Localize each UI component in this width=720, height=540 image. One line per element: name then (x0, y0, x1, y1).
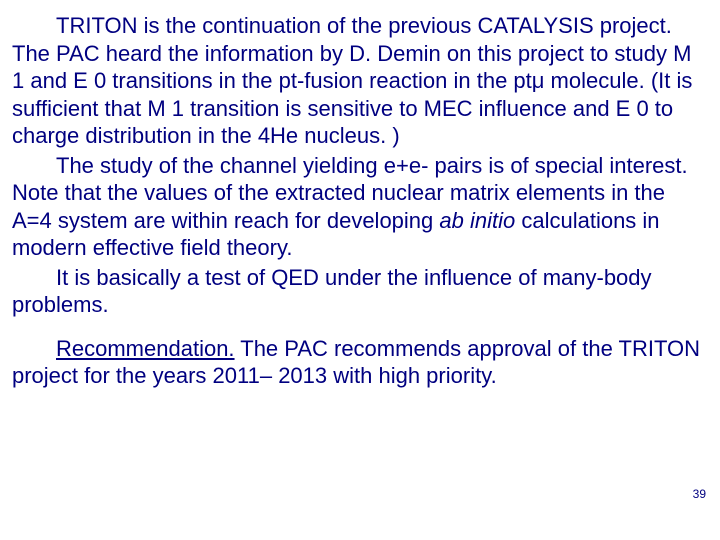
p3-text: It is basically a test of QED under the … (12, 265, 652, 318)
paragraph-3: It is basically a test of QED under the … (12, 264, 702, 319)
p4-underline: Recommendation. (56, 336, 235, 361)
page-number: 39 (693, 487, 706, 502)
p1-text: TRITON is the continuation of the previo… (12, 13, 692, 148)
paragraph-1: TRITON is the continuation of the previo… (12, 12, 702, 150)
document-page: TRITON is the continuation of the previo… (0, 0, 720, 540)
p2-italic: ab initio (439, 208, 515, 233)
paragraph-2: The study of the channel yielding e+e- p… (12, 152, 702, 262)
paragraph-4: Recommendation. The PAC recommends appro… (12, 335, 702, 390)
spacer (12, 321, 702, 335)
